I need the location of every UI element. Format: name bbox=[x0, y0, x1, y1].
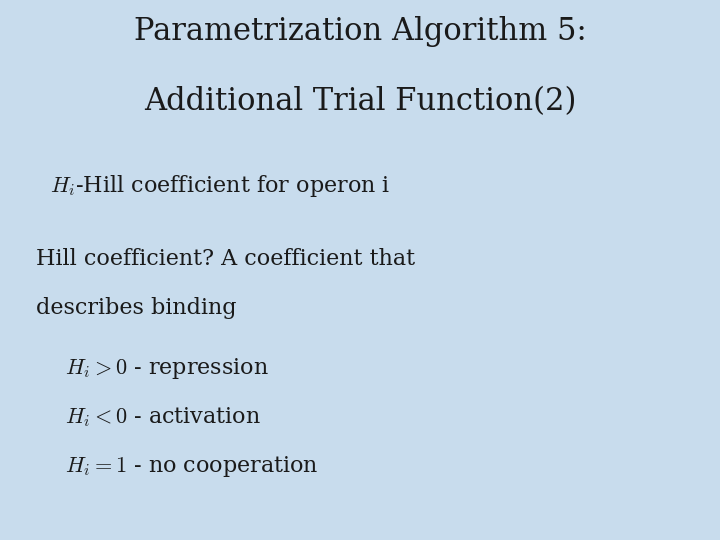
Text: Hill coefficient? A coefficient that: Hill coefficient? A coefficient that bbox=[36, 248, 415, 271]
Text: $H_i > 0$ - repression: $H_i > 0$ - repression bbox=[65, 356, 269, 381]
Text: $H_i < 0$ - activation: $H_i < 0$ - activation bbox=[65, 405, 261, 429]
Text: $H_i$-Hill coefficient for operon i: $H_i$-Hill coefficient for operon i bbox=[50, 173, 391, 199]
Text: $H_i = 1$ - no cooperation: $H_i = 1$ - no cooperation bbox=[65, 454, 318, 478]
Text: describes binding: describes binding bbox=[36, 297, 236, 319]
Text: Additional Trial Function(2): Additional Trial Function(2) bbox=[144, 86, 576, 117]
Text: Parametrization Algorithm 5:: Parametrization Algorithm 5: bbox=[134, 16, 586, 47]
